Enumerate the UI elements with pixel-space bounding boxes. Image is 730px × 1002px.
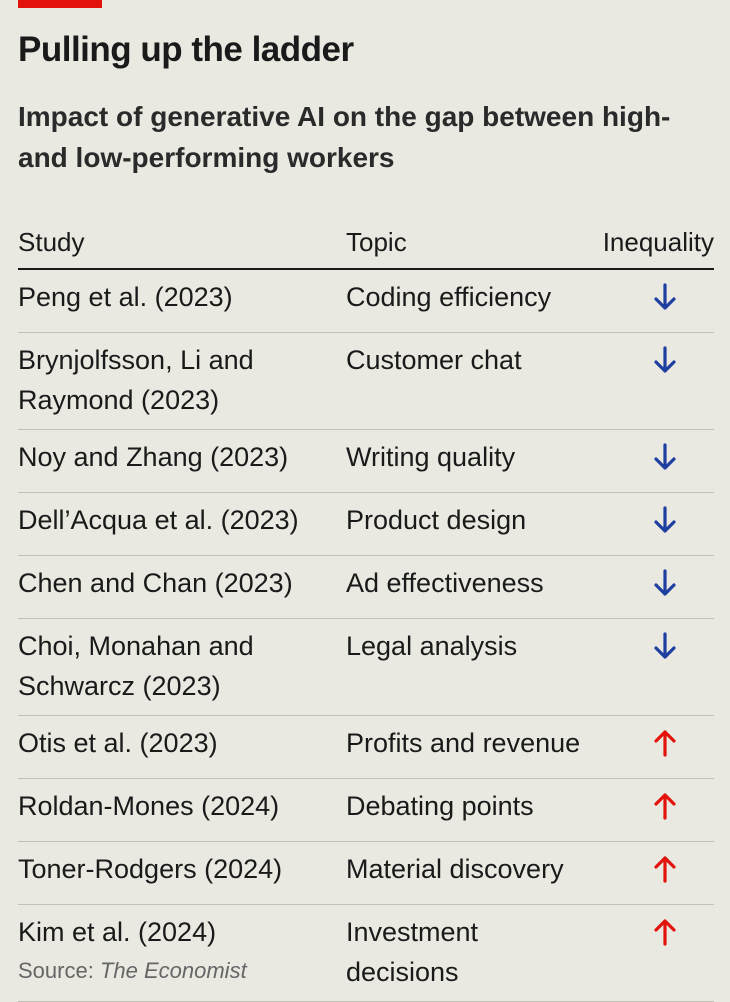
study-cell: Noy and Zhang (2023) [18, 429, 346, 493]
inequality-cell [586, 618, 714, 716]
table-row: Dell’Acqua et al. (2023) Product design [18, 492, 714, 556]
arrow-down-icon [654, 569, 676, 596]
topic-cell: Legal analysis [346, 618, 586, 716]
arrow-up-icon [654, 793, 676, 820]
topic-cell: Profits and revenue [346, 715, 586, 779]
arrow-down-icon [654, 443, 676, 470]
table-row: Otis et al. (2023) Profits and revenue [18, 715, 714, 779]
arrow-up-icon [654, 919, 676, 946]
arrow-down-icon [654, 632, 676, 659]
table-row: Roldan-Mones (2024) Debating points [18, 778, 714, 842]
table-row: Noy and Zhang (2023) Writing quality [18, 429, 714, 493]
study-cell: Dell’Acqua et al. (2023) [18, 492, 346, 556]
brand-tag [18, 0, 102, 8]
inequality-cell [586, 555, 714, 619]
topic-cell: Writing quality [346, 429, 586, 493]
chart-subtitle: Impact of generative AI on the gap betwe… [18, 101, 671, 173]
table-row: Peng et al. (2023) Coding efficiency [18, 269, 714, 333]
arrow-down-icon [654, 346, 676, 373]
source-note: Source: The Economist [18, 958, 247, 984]
arrow-up-icon [654, 856, 676, 883]
table-row: Brynjolfsson, Li and Raymond (2023) Custo… [18, 332, 714, 430]
topic-cell: Ad effectiveness [346, 555, 586, 619]
inequality-cell [586, 269, 714, 333]
inequality-cell [586, 332, 714, 430]
arrow-up-icon [654, 730, 676, 757]
header-study: Study [18, 216, 346, 270]
study-cell: Kim et al. (2024) [18, 904, 346, 1002]
table-body: Peng et al. (2023) Coding efficiency Brynj… [18, 269, 714, 1002]
table-row: Choi, Monahan and Schwarcz (2023) Legal a… [18, 618, 714, 716]
topic-cell: Debating points [346, 778, 586, 842]
header-topic: Topic [346, 216, 586, 270]
study-cell: Peng et al. (2023) [18, 269, 346, 333]
topic-cell: Investment decisions [346, 904, 586, 1002]
arrow-down-icon [654, 283, 676, 310]
inequality-cell [586, 778, 714, 842]
inequality-cell [586, 715, 714, 779]
topic-cell: Customer chat [346, 332, 586, 430]
source-name: The Economist [99, 958, 247, 983]
studies-table: Study Topic Inequality Peng et al. (2023… [18, 216, 714, 1002]
topic-cell: Material discovery [346, 841, 586, 905]
header-inequality: Inequality [586, 216, 714, 270]
inequality-cell [586, 429, 714, 493]
inequality-cell [586, 492, 714, 556]
study-cell: Chen and Chan (2023) [18, 555, 346, 619]
study-cell: Roldan-Mones (2024) [18, 778, 346, 842]
study-cell: Otis et al. (2023) [18, 715, 346, 779]
header-row: Study Topic Inequality [18, 216, 714, 270]
table-row: Chen and Chan (2023) Ad effectiveness [18, 555, 714, 619]
inequality-cell [586, 904, 714, 1002]
source-label: Source: [18, 958, 94, 983]
table-row: Kim et al. (2024) Investment decisions [18, 904, 714, 1002]
study-cell: Toner-Rodgers (2024) [18, 841, 346, 905]
chart-title: Pulling up the ladder [18, 30, 354, 69]
topic-cell: Product design [346, 492, 586, 556]
arrow-down-icon [654, 506, 676, 533]
topic-cell: Coding efficiency [346, 269, 586, 333]
study-cell: Choi, Monahan and Schwarcz (2023) [18, 618, 346, 716]
table-row: Toner-Rodgers (2024) Material discovery [18, 841, 714, 905]
inequality-cell [586, 841, 714, 905]
study-cell: Brynjolfsson, Li and Raymond (2023) [18, 332, 346, 430]
